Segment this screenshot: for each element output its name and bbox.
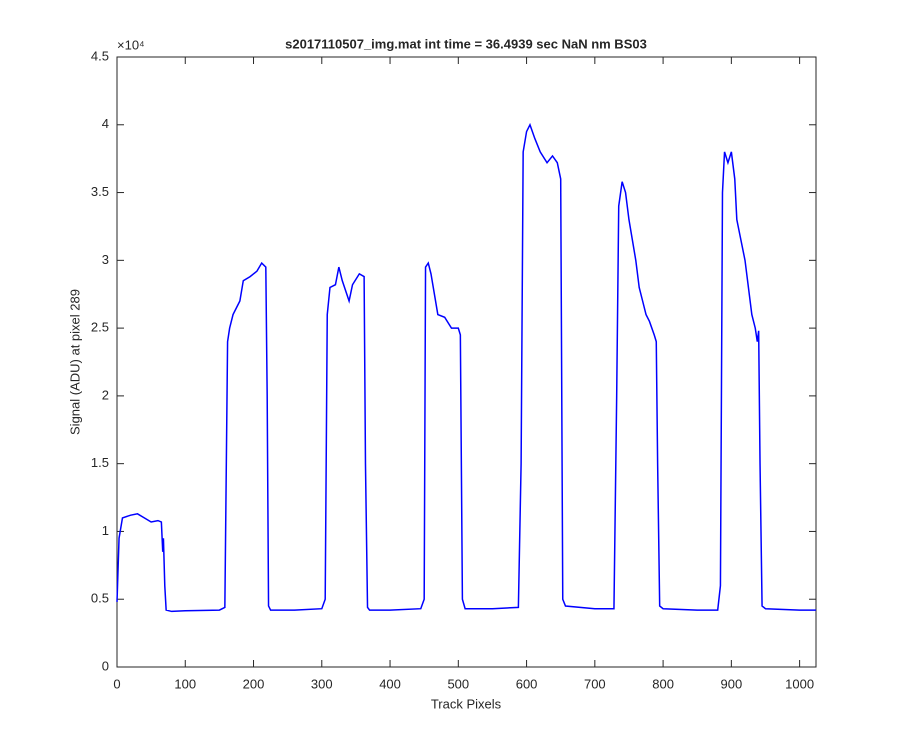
x-axis-label: Track Pixels (431, 696, 502, 711)
x-tick-label: 800 (652, 676, 674, 691)
y-tick-label: 0.5 (91, 591, 109, 606)
x-tick-label: 100 (174, 676, 196, 691)
y-tick-label: 3.5 (91, 184, 109, 199)
plot-frame (116, 56, 817, 668)
x-tick-label: 300 (311, 676, 333, 691)
y-tick-label: 3 (102, 252, 109, 267)
y-tick-label: 1 (102, 523, 109, 538)
y-exponent-label: ×10⁴ (117, 37, 145, 52)
y-tick-label: 4.5 (91, 48, 109, 63)
x-tick-label: 500 (447, 676, 469, 691)
data-line (116, 122, 816, 613)
chart-title: s2017110507_img.mat int time = 36.4939 s… (285, 36, 647, 51)
y-tick-label: 1.5 (91, 455, 109, 470)
x-tick-label: 700 (584, 676, 606, 691)
x-tick-label: 900 (721, 676, 743, 691)
x-tick-label: 1000 (785, 676, 814, 691)
x-tick-label: 0 (113, 676, 120, 691)
x-tick-label: 600 (516, 676, 538, 691)
y-tick-label: 2 (102, 387, 109, 402)
y-tick-label: 2.5 (91, 320, 109, 335)
y-tick-label: 4 (102, 116, 109, 131)
x-tick-label: 400 (379, 676, 401, 691)
y-axis-label: Signal (ADU) at pixel 289 (67, 289, 82, 435)
x-tick-label: 200 (243, 676, 265, 691)
y-tick-label: 0 (102, 658, 109, 673)
